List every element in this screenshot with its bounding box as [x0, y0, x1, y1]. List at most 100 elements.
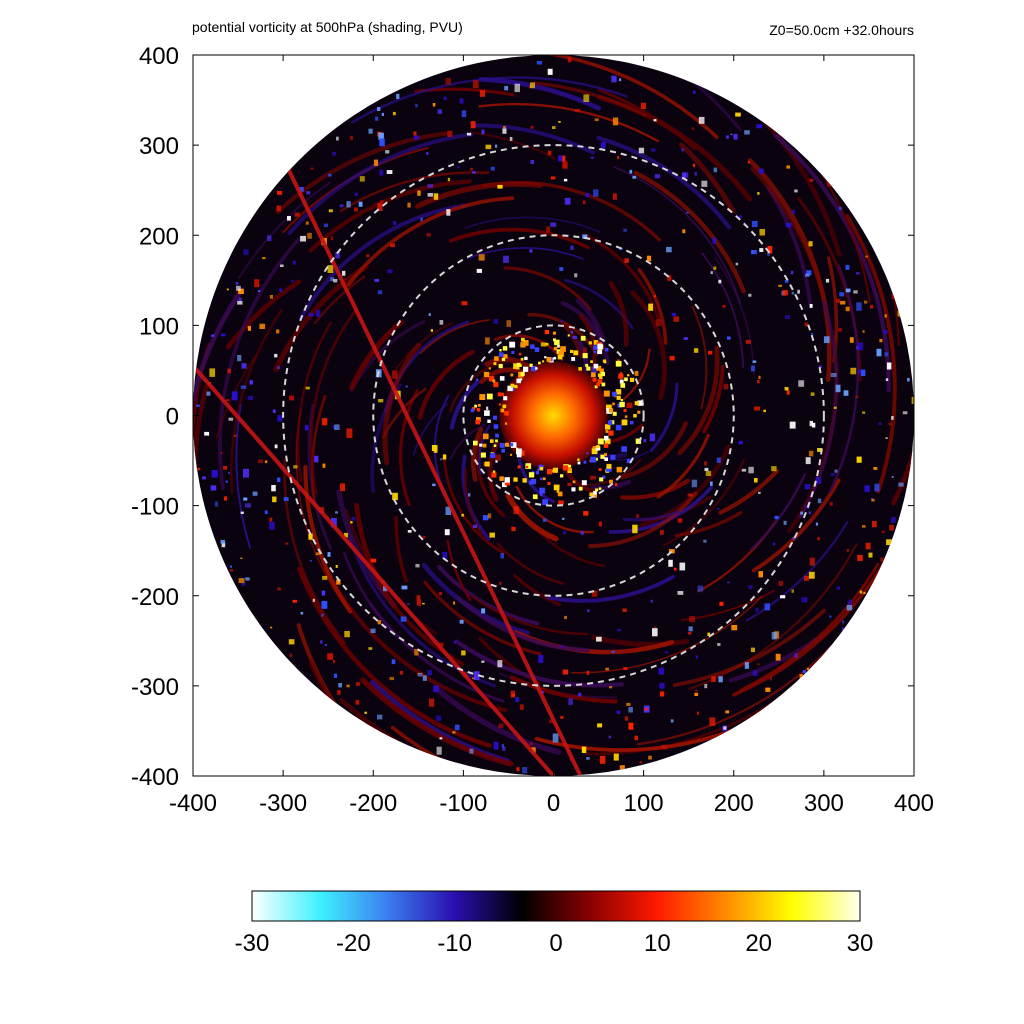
pv-cell — [226, 288, 229, 291]
pv-cell — [695, 689, 698, 692]
pv-cell — [884, 352, 889, 357]
eyewall-cell — [553, 338, 556, 342]
pv-streak — [287, 132, 474, 236]
pv-cell — [432, 483, 436, 487]
eyewall-cell — [595, 446, 601, 451]
pv-cell — [249, 380, 253, 385]
pv-cell — [427, 670, 432, 676]
pv-cell — [825, 278, 830, 283]
pv-streak — [437, 564, 540, 626]
pv-cell — [800, 511, 803, 515]
eyewall-cell — [479, 394, 486, 400]
pv-cell — [632, 175, 637, 179]
pv-cell — [650, 599, 653, 603]
pv-cell — [321, 601, 328, 609]
eyewall-cell — [602, 475, 606, 479]
pv-cell — [810, 332, 814, 335]
pv-cell — [224, 496, 227, 501]
pv-cell — [644, 707, 648, 711]
pv-cell — [567, 482, 572, 486]
pv-cell — [308, 533, 313, 540]
pv-cell — [279, 288, 283, 292]
pv-cell — [280, 264, 284, 267]
pv-cell — [442, 454, 447, 460]
eyewall-cell — [573, 350, 579, 356]
eyewall-cell — [620, 383, 626, 388]
pv-cell — [691, 127, 694, 130]
pv-cell — [277, 587, 281, 591]
pv-cell — [624, 716, 629, 721]
eyewall-cell — [504, 411, 509, 416]
pv-cell — [335, 511, 338, 514]
eyewall-cell — [495, 433, 499, 438]
eyewall-cell — [484, 410, 490, 416]
pv-cell — [602, 141, 606, 146]
pv-cell — [698, 116, 705, 124]
colorbar-tick-label: 0 — [549, 930, 562, 957]
pv-cell — [845, 306, 850, 312]
pv-cell — [293, 465, 298, 469]
pv-streak — [275, 131, 449, 215]
pv-cell — [842, 627, 847, 632]
pv-streak — [534, 727, 737, 752]
pv-cell — [283, 497, 289, 502]
eyewall-cell — [491, 472, 497, 478]
eyewall-cell — [605, 348, 609, 352]
eyewall-cell — [530, 479, 537, 485]
pv-cell — [446, 209, 451, 216]
pv-cell — [300, 235, 306, 242]
pv-cell — [658, 667, 664, 675]
pv-cell — [511, 526, 516, 532]
pv-streak — [349, 319, 404, 391]
pv-cell — [810, 392, 815, 396]
pv-cell — [876, 348, 882, 357]
pv-cell — [552, 733, 559, 743]
eyewall-cell — [501, 448, 505, 453]
pv-cell — [750, 647, 755, 653]
x-tick-label: 200 — [714, 790, 754, 817]
pv-cell — [558, 121, 561, 123]
pv-cell — [558, 155, 563, 162]
eyewall-cell — [578, 367, 582, 371]
pv-cell — [817, 498, 822, 504]
pv-cell — [673, 316, 680, 322]
pv-cell — [707, 632, 711, 636]
eyewall-cell — [633, 414, 637, 418]
pv-streak — [677, 345, 720, 456]
pv-cell — [529, 742, 533, 746]
pv-streak — [522, 55, 719, 139]
colorbar-tick-label: -10 — [437, 930, 472, 957]
pv-cell — [647, 255, 652, 262]
pv-cell — [712, 237, 717, 244]
pv-cell — [653, 119, 657, 122]
y-tick-label: 400 — [139, 43, 179, 70]
pv-cell — [334, 424, 340, 430]
pv-cell — [799, 674, 803, 679]
pv-cell — [745, 339, 751, 344]
pv-cell — [498, 723, 504, 729]
pv-cell — [513, 506, 520, 515]
pv-cell — [320, 640, 323, 644]
pv-cell — [427, 193, 434, 197]
pv-cell — [664, 651, 669, 654]
pv-cell — [590, 156, 594, 159]
pv-cell — [238, 297, 242, 301]
pv-cell — [670, 719, 674, 723]
pv-cell — [846, 549, 849, 552]
eyewall-cell — [470, 408, 475, 413]
pv-streak — [478, 103, 659, 143]
eyewall-cell — [560, 346, 566, 352]
eyewall-cell — [510, 373, 514, 377]
pv-cell — [309, 559, 312, 562]
y-tick-label: -300 — [131, 674, 179, 701]
pv-cell — [337, 690, 341, 695]
eyewall-cell — [490, 439, 494, 443]
eyewall-cell — [516, 448, 522, 455]
pv-cell — [651, 148, 656, 152]
pv-streak — [456, 596, 590, 653]
pv-cell — [808, 511, 811, 515]
pv-streak — [417, 349, 475, 420]
pv-streak — [449, 227, 590, 250]
pv-cell — [846, 605, 853, 611]
pv-cell — [652, 628, 658, 637]
